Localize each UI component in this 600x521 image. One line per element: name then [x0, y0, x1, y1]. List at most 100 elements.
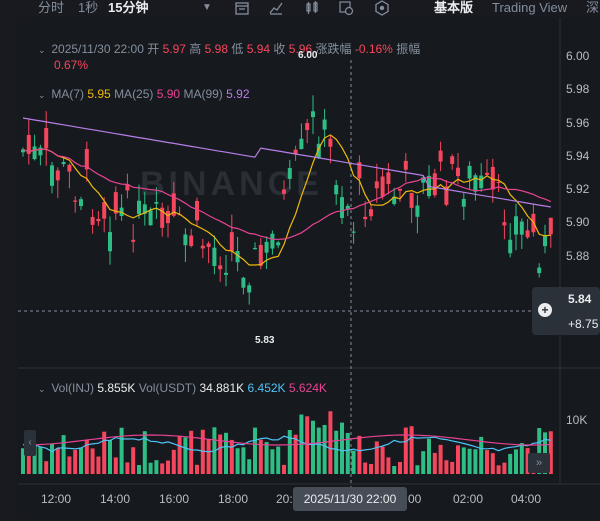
volume-bar [189, 430, 194, 474]
ma99-label: MA(99) [183, 87, 223, 101]
calendar-icon[interactable] [234, 0, 250, 16]
volume-bar [125, 462, 130, 474]
candle-body [108, 232, 112, 252]
volume-bar [363, 462, 368, 474]
candle-body [287, 168, 292, 179]
hexagon-icon[interactable] [374, 0, 390, 16]
volume-bar [403, 427, 408, 474]
ma7-value: 5.95 [87, 87, 111, 101]
chevron-down-icon[interactable]: ⌄ [38, 45, 46, 55]
candle-body [293, 149, 298, 154]
candle-body [421, 177, 426, 183]
candle-body [21, 149, 25, 153]
line-chart-icon[interactable] [268, 0, 284, 16]
candle-body [125, 184, 130, 191]
candle-body [61, 161, 66, 165]
close-label: 收 [273, 42, 286, 56]
volume-bar [537, 428, 542, 474]
vol-inj-value: 5.855K [97, 381, 136, 395]
volume-bar [514, 449, 518, 474]
candle-body [55, 170, 60, 181]
volume-bar [485, 450, 489, 474]
chevron-left-icon[interactable]: ‹ [24, 430, 36, 456]
candle-body [258, 244, 263, 266]
settings-clock-icon[interactable] [338, 0, 354, 16]
volume-bar [26, 449, 31, 474]
volume-bar [119, 427, 124, 474]
candle-body [473, 175, 478, 192]
candle-body [496, 181, 501, 183]
volume-bar [200, 429, 205, 474]
candle-body [444, 186, 449, 205]
candle-body [334, 184, 339, 195]
chevron-down-icon[interactable]: ▼ [202, 2, 212, 13]
price-axis-label: 5.90 [566, 215, 590, 229]
candle-body [351, 231, 356, 233]
volume-bar [113, 457, 118, 474]
volume-bar [258, 439, 263, 474]
volume-bar [322, 424, 327, 474]
candle-body [490, 166, 495, 190]
tab-15m[interactable]: 15分钟 [108, 0, 149, 15]
current-price-tag[interactable]: + 5.84 +8.75 [532, 287, 600, 335]
volume-bar [177, 435, 182, 474]
tab-depth[interactable]: 深 [586, 0, 600, 15]
volume-bar [183, 437, 188, 474]
volume-bar [334, 430, 339, 474]
volume-ma1-line [22, 435, 551, 453]
candle-body [363, 216, 368, 220]
amplitude-label: 振幅 [396, 42, 421, 56]
double-chevron-right-icon[interactable]: » [528, 453, 550, 473]
candle-body [212, 247, 217, 266]
volume-bar [229, 439, 234, 474]
candle-body [160, 207, 165, 228]
high-label: 高 [189, 42, 202, 56]
volume-axis-label: 10K [566, 413, 588, 427]
candle-body [84, 149, 89, 170]
candle-body [154, 202, 159, 204]
volume-bar [38, 446, 43, 474]
candle-body [264, 241, 269, 253]
close-value: 5.96 [288, 42, 313, 56]
open-value: 5.97 [162, 42, 186, 56]
candle-body [229, 232, 234, 252]
candle-body [26, 134, 31, 154]
candle-body [432, 173, 437, 196]
candle-body [438, 150, 443, 162]
candle-body [543, 236, 547, 247]
price-axis-label: 5.96 [566, 116, 590, 130]
tab-basic[interactable]: 基本版 [434, 0, 474, 15]
candle-body [79, 199, 83, 207]
tab-tradingview[interactable]: Trading View [492, 0, 568, 15]
volume-bar [345, 432, 350, 474]
candle-body [171, 193, 176, 216]
plus-icon[interactable]: + [538, 303, 552, 317]
candle-body [525, 230, 530, 238]
volume-bar [32, 446, 37, 474]
price-axis-label: 5.98 [566, 82, 590, 96]
candle-body [137, 200, 141, 214]
candle-body [456, 167, 460, 177]
ohlc-datetime: 2025/11/30 22:00 [51, 42, 144, 56]
chevron-down-icon[interactable]: ⌄ [38, 384, 46, 394]
candle-body [415, 205, 420, 217]
candle-body [299, 138, 304, 150]
volume-bar [421, 451, 426, 474]
candle-body [386, 172, 391, 184]
candlestick-icon[interactable] [304, 0, 320, 16]
tab-time[interactable]: 分时 [38, 0, 65, 15]
candle-body [166, 210, 170, 224]
volume-bar [235, 448, 240, 474]
chevron-down-icon[interactable]: ⌄ [38, 90, 46, 100]
volume-bar [224, 432, 228, 474]
vol-usdt-label: Vol(USDT) [138, 381, 197, 395]
chart-toolbar: 分时 1秒 15分钟 ▼ 基本版 Trading View 深 [0, 0, 600, 18]
volume-bar [467, 448, 472, 474]
low-marker: 5.83 [255, 335, 275, 346]
volume-bar [548, 431, 553, 474]
candle-body [253, 247, 257, 250]
ma7-line [22, 134, 551, 266]
tab-1s[interactable]: 1秒 [78, 0, 99, 15]
price-axis-label: 5.92 [566, 182, 590, 196]
